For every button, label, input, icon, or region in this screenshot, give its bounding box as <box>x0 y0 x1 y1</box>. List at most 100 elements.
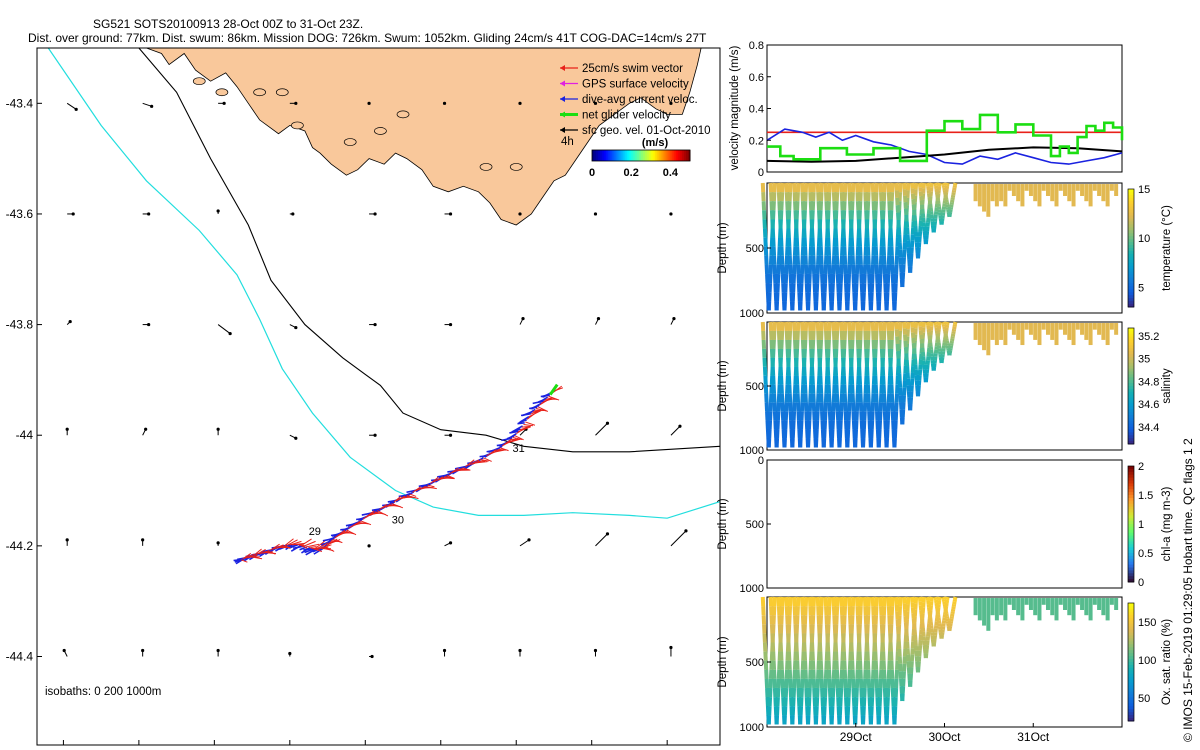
velocity-magnitude-plot: 0 0.2 0.4 0.6 0.8 velocity magnitude (m/s) <box>729 40 1124 179</box>
velocity-ytick-label-1: 0.2 <box>749 135 764 147</box>
section-colorbar-cell-salinity-28 <box>1128 409 1134 413</box>
section-colorbar-cell-chla-37 <box>1128 573 1134 577</box>
section-colorbar-cell-temperature-15 <box>1128 233 1134 237</box>
geo-vector-head-50 <box>442 648 447 653</box>
dive-avg-vector-86 <box>464 462 474 470</box>
swim-vector-32 <box>313 548 323 552</box>
map-ytick-label-5: -44.4 <box>6 649 34 663</box>
section-colorbar-tick-salinity-4: 34.4 <box>1138 422 1159 434</box>
section-colorbar-tick-oxsat-2: 50 <box>1138 693 1150 705</box>
geo-vector-head-21 <box>294 325 298 330</box>
section-colorbar-cell-temperature-2 <box>1128 194 1134 199</box>
colorbar-cell-46 <box>682 150 685 161</box>
colorbar-cell-2 <box>595 150 599 161</box>
island-7 <box>253 88 266 97</box>
section-ylabel-temperature: Depth (m) <box>717 222 729 273</box>
dive-avg-vector-110 <box>527 408 536 415</box>
colorbar-cell-41 <box>672 150 675 161</box>
section-colorbar-cell-oxsat-28 <box>1128 685 1134 690</box>
section-colorbar-cell-temperature-34 <box>1128 289 1134 293</box>
swim-vector-27 <box>301 538 312 546</box>
section-colorbar-cell-temperature-39 <box>1128 304 1134 308</box>
swim-vector-0 <box>240 559 248 563</box>
island-1 <box>509 163 523 171</box>
section-colorbar-cell-temperature-8 <box>1128 212 1134 217</box>
colorbar-cell-31 <box>652 150 656 161</box>
section-colorbar-cell-salinity-20 <box>1128 386 1134 390</box>
section-colorbar-cell-oxsat-21 <box>1128 664 1134 669</box>
isobath-cyan <box>47 48 720 519</box>
section-colorbar-cell-oxsat-6 <box>1128 620 1134 625</box>
map-ytick-label-4: -44.2 <box>6 539 34 553</box>
section-colorbar-cell-temperature-27 <box>1128 268 1134 273</box>
section-colorbar-frame-salinity <box>1127 327 1135 445</box>
section-colorbar-tick-chla-2: 1 <box>1138 519 1144 531</box>
section-xtick-label-1: 30Oct <box>928 730 961 744</box>
section-colorbar-cell-temperature-1 <box>1128 191 1134 196</box>
swim-vector-86 <box>433 476 444 483</box>
colorbar-cell-23 <box>637 150 640 161</box>
swim-vector-46 <box>334 529 346 539</box>
geo-vector-head-48 <box>288 651 292 656</box>
swim-vector-14 <box>270 543 280 551</box>
swim-vector-7 <box>253 548 262 556</box>
geo-vector-head-6 <box>518 101 522 105</box>
section-colorbar-cell-oxsat-2 <box>1128 608 1134 613</box>
geo-vector-head-25 <box>596 316 601 321</box>
legend-label-4: sfc geo. vel. 01-Oct-2010 <box>582 125 710 137</box>
section-colorbar-cell-salinity-7 <box>1128 348 1134 352</box>
swim-vector-29 <box>306 543 320 548</box>
section-colorbar-cell-salinity-39 <box>1128 441 1134 445</box>
geo-vector-20 <box>217 324 231 334</box>
section-colorbar-cell-salinity-5 <box>1128 342 1134 346</box>
section-colorbar-cell-temperature-5 <box>1128 203 1134 208</box>
velocity-ytick-label-4: 0.8 <box>749 40 764 52</box>
section-colorbar-cell-oxsat-26 <box>1128 679 1134 684</box>
section-colorbar-cell-salinity-34 <box>1128 426 1134 430</box>
swim-vector-105 <box>486 449 497 457</box>
island-8 <box>215 88 229 97</box>
geo-vector-35 <box>670 425 681 436</box>
section-shelf-oxsat <box>973 598 1119 631</box>
section-colorbar-cell-oxsat-16 <box>1128 650 1134 654</box>
colorbar-cell-20 <box>631 150 634 161</box>
geo-vector-head-40 <box>367 544 371 548</box>
section-xtick-label-2: 31Oct <box>1017 730 1050 744</box>
geo-vector-head-35 <box>678 424 682 428</box>
section-colorbar-cell-oxsat-20 <box>1128 662 1134 666</box>
section-colorbar-cell-oxsat-19 <box>1128 659 1134 663</box>
geo-vector-head-15 <box>518 212 522 216</box>
section-colorbar-cell-salinity-8 <box>1128 351 1134 355</box>
section-colorbar-cell-chla-28 <box>1128 547 1134 551</box>
swim-vector-33 <box>314 540 325 550</box>
colorbar-cell-22 <box>635 150 638 161</box>
island-9 <box>192 77 206 86</box>
section-colorbar-cell-salinity-29 <box>1128 412 1134 416</box>
section-colorbar-cell-chla-27 <box>1128 544 1134 548</box>
colorbar-cell-48 <box>686 150 689 161</box>
section-colorbar-tick-oxsat-0: 150 <box>1138 617 1156 629</box>
swim-vector-52 <box>345 529 357 536</box>
island-3 <box>396 110 410 119</box>
swim-vector-130 <box>537 406 548 412</box>
colorbar-cell-25 <box>641 150 644 161</box>
geo-vector-head-27 <box>65 427 69 431</box>
colorbar-cell-40 <box>670 150 673 161</box>
swim-vector-1 <box>242 553 252 560</box>
section-xtick-label-0: 29Oct <box>840 730 873 744</box>
geo-vector-head-7 <box>593 101 598 105</box>
colorbar-cell-29 <box>648 150 652 161</box>
swim-vector-96 <box>459 468 468 471</box>
swim-vector-13 <box>267 550 276 555</box>
colorbar-cell-24 <box>639 150 642 161</box>
temperature-section: 500 1000 Depth (m) 15 10 5 temperature (°C) <box>717 182 1173 320</box>
glider-track-map: 29 30 31 145.4 145.6 145.8 146 146.2 146.4 146.6 1… <box>6 47 721 750</box>
section-colorbar-tick-salinity-2: 34.8 <box>1138 376 1159 388</box>
geo-vector-0 <box>66 102 77 110</box>
swim-vector-97 <box>462 467 471 471</box>
section-colorbar-tick-temperature-2: 5 <box>1138 282 1144 294</box>
section-colorbar-tick-chla-3: 0.5 <box>1138 548 1153 560</box>
geo-vector-head-47 <box>216 648 220 653</box>
map-colorbar: (m/s) 0 0.2 0.4 <box>589 137 691 179</box>
section-colorbar-tick-salinity-1: 35 <box>1138 354 1150 366</box>
